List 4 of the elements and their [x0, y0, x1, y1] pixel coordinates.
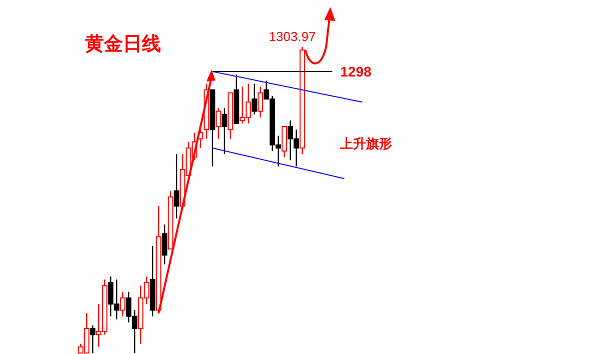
- text: 1303.97: [268, 29, 316, 44]
- chart-title: 黄金日线: [84, 33, 161, 55]
- annotation: 上升旗形: [339, 136, 392, 151]
- series-label: 1298: [340, 63, 372, 80]
